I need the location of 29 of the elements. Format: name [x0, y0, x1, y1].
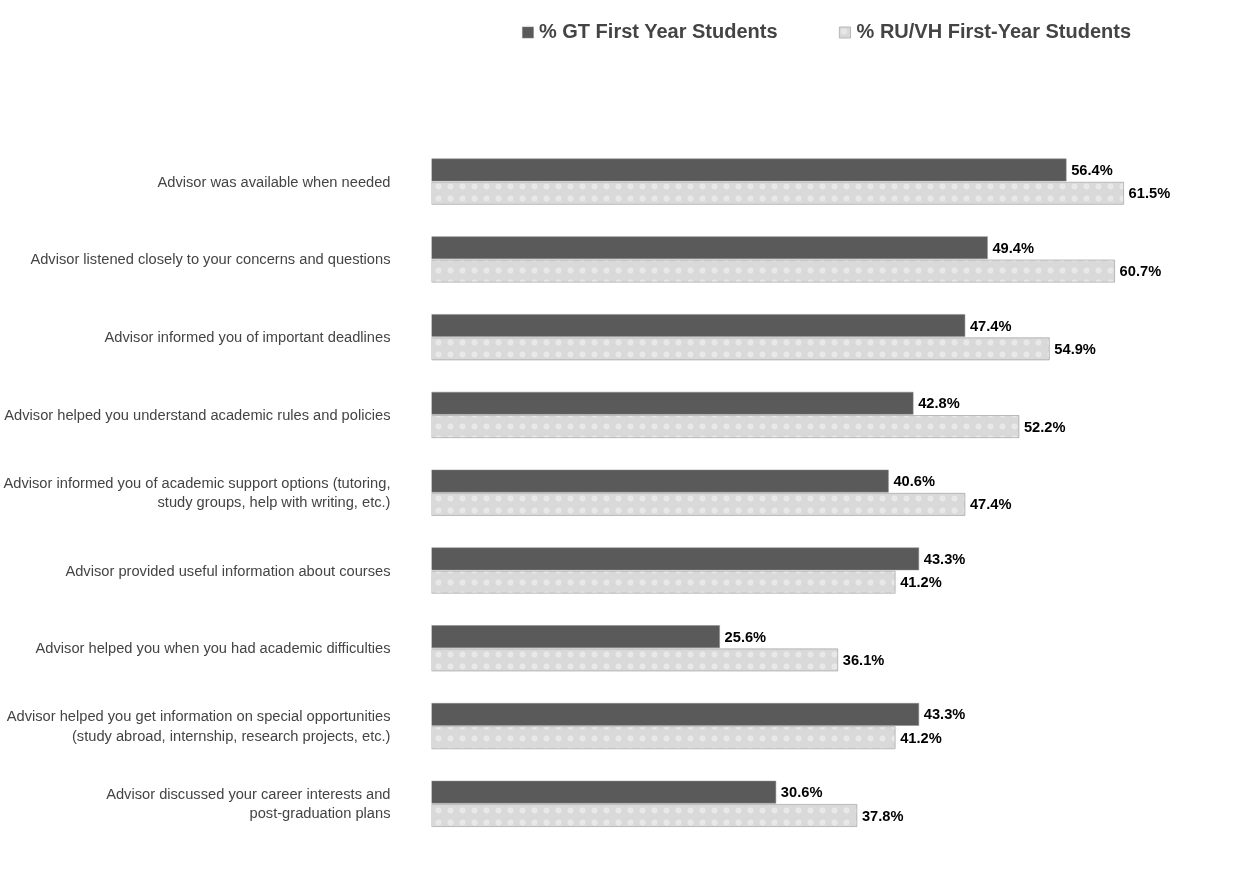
data-label: 43.3%	[923, 706, 966, 723]
data-label: 43.3%	[923, 550, 966, 567]
y-tick-label: Advisor provided useful information about courses	[65, 562, 391, 579]
y-tick-label: Advisor listened closely to your concerns and questions	[30, 251, 391, 268]
y-tick-label: Advisor was available when needed	[157, 173, 391, 190]
y-tick-label: Advisor informed you of important deadlines	[104, 329, 391, 346]
data-label: 61.5%	[1128, 185, 1171, 202]
data-label: 37.8%	[861, 807, 904, 824]
data-label: 49.4%	[992, 239, 1034, 256]
data-label: 25.6%	[724, 628, 767, 645]
data-label: 56.4%	[1071, 161, 1113, 178]
data-label: 40.6%	[893, 473, 935, 490]
data-label: 36.1%	[842, 651, 885, 668]
data-label: 47.4%	[969, 496, 1012, 513]
data-label: 42.8%	[918, 395, 960, 412]
y-tick-label: Advisor informed you of academic support options (tutoring, study groups, help with writing, etc.)	[3, 475, 391, 511]
y-tick-label: Advisor helped you when you had academic difficulties	[35, 640, 391, 657]
data-label: 30.6%	[780, 784, 823, 801]
data-label: 41.2%	[900, 729, 942, 746]
data-label: 60.7%	[1119, 263, 1162, 280]
data-label: 47.4%	[969, 317, 1012, 334]
y-tick-label: Advisor discussed your career interests and post-graduation plans	[106, 786, 391, 822]
legend-label: % GT First Year Students	[538, 20, 778, 43]
data-label: 52.2%	[1023, 418, 1066, 435]
y-tick-label: Advisor helped you understand academic rules and policies	[4, 406, 391, 423]
data-label: 41.2%	[900, 574, 942, 591]
legend-label: % RU/VH First-Year Students	[856, 20, 1132, 43]
y-tick-label: Advisor helped you get information on special opportunities (study abroad, internship, research projects, etc.)	[6, 708, 391, 744]
data-label: 54.9%	[1054, 340, 1096, 357]
